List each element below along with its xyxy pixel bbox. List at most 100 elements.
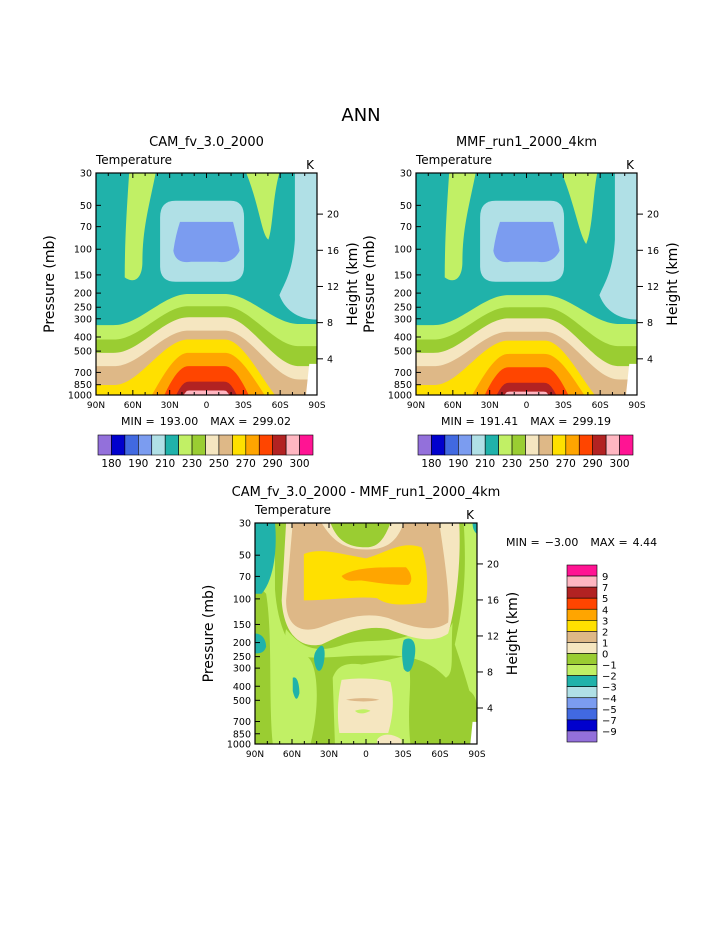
y2-tick-label: 16	[487, 595, 499, 606]
colorbar-label: 250	[529, 458, 549, 470]
y-tick-label: 70	[400, 222, 412, 233]
y-tick-label: 150	[394, 270, 412, 281]
colorbar-label: 4	[602, 605, 608, 616]
contour-teal-blob-60n	[292, 677, 300, 699]
colorbar-swatch	[592, 434, 607, 456]
colorbar-label: 9	[602, 572, 608, 583]
min-label: MIN =	[121, 415, 155, 428]
max-value: 4.44	[633, 536, 658, 549]
contour-wheat-bottom	[377, 734, 402, 744]
colorbar-label: 270	[556, 458, 576, 470]
y2-tick-label: 12	[647, 282, 659, 293]
max-value: 299.02	[252, 415, 291, 428]
colorbar-swatch	[566, 597, 598, 610]
x-tick-label: 60S	[592, 401, 609, 411]
y-tick-label: 500	[233, 696, 251, 707]
y-tick-label: 850	[233, 729, 251, 740]
y2-tick-label: 4	[327, 354, 333, 365]
min-value: 193.00	[160, 415, 199, 428]
min-label: MIN =	[506, 536, 540, 549]
colorbar-swatch	[272, 434, 287, 456]
y-tick-label: 400	[394, 332, 412, 343]
min-max-readout: MIN = −3.00 MAX = 4.44	[506, 536, 657, 549]
y-tick-label: 70	[80, 222, 92, 233]
x-tick-label: 90N	[87, 401, 105, 411]
colorbar-swatch	[566, 664, 598, 676]
x-tick-label: 60N	[124, 401, 142, 411]
y-axis-label: Pressure (mb)	[201, 585, 217, 683]
contour-olive-top-center	[330, 523, 391, 548]
y-tick-label: 250	[74, 303, 92, 314]
y-tick-label: 300	[394, 314, 412, 325]
colorbar-swatch	[566, 686, 598, 699]
colorbar-swatch	[111, 434, 126, 456]
x-tick-label: 90N	[407, 401, 425, 411]
colorbar-swatch	[566, 631, 598, 643]
contour-field	[416, 173, 637, 395]
colorbar-swatch	[299, 434, 314, 456]
contour-teal-blob-30s	[402, 638, 416, 672]
colorbar-label: 180	[421, 458, 441, 470]
contour-tan-lower	[346, 698, 380, 702]
y2-tick-label: 16	[647, 246, 659, 257]
colorbar-swatch	[138, 434, 153, 456]
y2-tick-label: 4	[487, 703, 493, 714]
y-tick-label: 50	[80, 201, 92, 212]
contour-wheat-lower	[337, 678, 393, 733]
colorbar-label: 0	[602, 650, 608, 661]
colorbar-swatch	[525, 434, 540, 456]
x-tick-label: 30N	[481, 401, 499, 411]
y-tick-label: 850	[394, 380, 412, 391]
contour-olive-west	[255, 582, 273, 744]
contour-orange-upper	[341, 567, 412, 585]
contour-teal-blob-30n	[314, 645, 325, 671]
colorbar-label: 190	[128, 458, 148, 470]
max-label: MAX =	[530, 415, 567, 428]
contour-green-tongue-north	[444, 173, 476, 281]
y-tick-label: 150	[74, 270, 92, 281]
missing-data-region	[625, 363, 637, 395]
max-label: MAX =	[590, 536, 627, 549]
y2-axis-label: Height (km)	[345, 242, 361, 325]
colorbar-swatch	[245, 434, 260, 456]
y2-tick-label: 20	[487, 559, 499, 570]
y-tick-label: 1000	[68, 391, 92, 402]
y-tick-label: 300	[74, 314, 92, 325]
min-max-readout: MIN = 191.41 MAX = 299.19	[441, 415, 611, 428]
colorbar-swatch	[444, 434, 459, 456]
x-tick-label: 60S	[431, 750, 448, 760]
colorbar-label: 3	[602, 616, 608, 627]
colorbar-swatch	[566, 564, 598, 577]
colorbar-swatch	[566, 642, 598, 654]
y2-tick-label: 8	[327, 318, 333, 329]
y-tick-label: 100	[74, 245, 92, 256]
colorbar-swatch	[484, 434, 499, 456]
colorbar-label: 300	[290, 458, 310, 470]
y-axis-label: Pressure (mb)	[42, 235, 58, 333]
y-tick-label: 30	[400, 169, 412, 180]
contour-green-tongue-south	[561, 173, 598, 245]
y-tick-label: 100	[233, 594, 251, 605]
x-tick-label: 60S	[272, 401, 289, 411]
colorbar-label: 180	[101, 458, 121, 470]
y-tick-label: 50	[239, 551, 251, 562]
contour-lightgreen-lower	[354, 709, 371, 714]
x-tick-label: 0	[363, 750, 369, 760]
variable-label: Temperature	[254, 503, 331, 517]
colorbar-swatch	[124, 434, 139, 456]
y-tick-label: 500	[394, 347, 412, 358]
colorbar-label: −7	[602, 716, 617, 727]
colorbar-swatch	[566, 675, 598, 687]
colorbar-label: 270	[236, 458, 256, 470]
y-tick-label: 30	[239, 519, 251, 530]
x-tick-label: 60N	[283, 750, 301, 760]
colorbar-swatch	[178, 434, 193, 456]
colorbar: 180 190 210 230 250 270 290 300	[97, 434, 314, 470]
x-tick-label: 90S	[308, 401, 325, 411]
colorbar-swatch	[619, 434, 634, 456]
panel-title: CAM_fv_3.0_2000 - MMF_run1_2000_4km	[232, 485, 501, 500]
missing-data-region	[470, 721, 477, 744]
colorbar-label: 290	[583, 458, 603, 470]
colorbar-swatch	[151, 434, 166, 456]
